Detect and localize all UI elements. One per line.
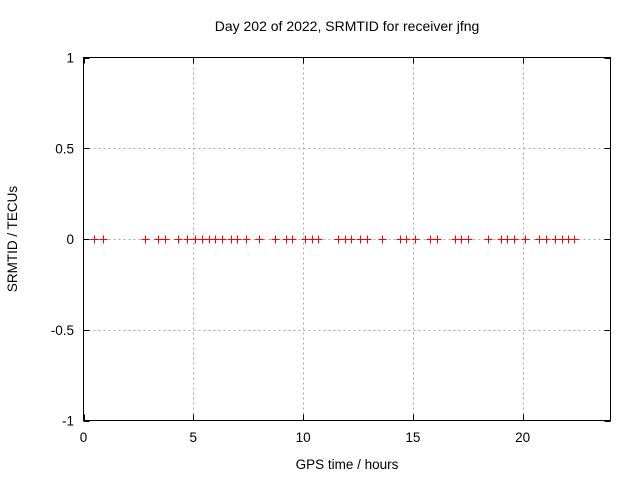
data-point-plus (521, 235, 530, 244)
x-tick-label-15: 15 (405, 430, 420, 445)
data-point-plus (154, 235, 163, 244)
y-tick-label-0.5: 0.5 (55, 141, 74, 156)
y-tick-label--1: -1 (62, 414, 74, 429)
y-tick-label-1: 1 (66, 51, 74, 66)
y-tick-label--0.5: -0.5 (51, 323, 74, 338)
data-point-plus (510, 235, 519, 244)
data-points (90, 235, 579, 244)
y-tick-labels: 1 0.5 0 -0.5 -1 (51, 51, 74, 429)
data-point-plus (402, 235, 411, 244)
data-point-plus (535, 235, 544, 244)
x-tick-label-5: 5 (190, 430, 198, 445)
data-point-plus (347, 235, 356, 244)
data-point-plus (233, 235, 242, 244)
data-point-plus (141, 235, 150, 244)
data-point-plus (90, 235, 99, 244)
data-point-plus (378, 235, 387, 244)
data-point-plus (411, 235, 420, 244)
data-point-plus (356, 235, 365, 244)
data-point-plus (183, 235, 192, 244)
data-point-plus (503, 235, 512, 244)
x-tick-label-0: 0 (80, 430, 88, 445)
data-point-plus (211, 235, 220, 244)
axis-ticks (83, 57, 611, 422)
data-point-plus (457, 235, 466, 244)
chart-title: Day 202 of 2022, SRMTID for receiver jfn… (215, 18, 480, 34)
data-point-plus (464, 235, 473, 244)
y-axis-label: SRMTID / TECUs (5, 186, 20, 293)
data-point-plus (363, 235, 372, 244)
data-point-plus (288, 235, 297, 244)
data-point-plus (542, 235, 551, 244)
data-point-plus (301, 235, 310, 244)
data-point-plus (271, 235, 280, 244)
data-point-plus (551, 235, 560, 244)
y-tick-label-0: 0 (66, 232, 74, 247)
data-point-plus (99, 235, 108, 244)
data-point-plus (255, 235, 264, 244)
x-tick-label-10: 10 (296, 430, 311, 445)
x-axis-label: GPS time / hours (296, 457, 399, 472)
data-point-plus (191, 235, 200, 244)
data-point-plus (242, 235, 251, 244)
data-point-plus (314, 235, 323, 244)
data-point-plus (570, 235, 579, 244)
data-point-plus (433, 235, 442, 244)
data-point-plus (161, 235, 170, 244)
data-point-plus (198, 235, 207, 244)
data-point-plus (218, 235, 227, 244)
x-tick-labels: 0 5 10 15 20 (80, 430, 530, 445)
x-tick-label-20: 20 (515, 430, 530, 445)
data-point-plus (174, 235, 183, 244)
plot-border (83, 57, 611, 421)
data-point-plus (484, 235, 493, 244)
data-point-plus (334, 235, 343, 244)
data-point-plus (426, 235, 435, 244)
